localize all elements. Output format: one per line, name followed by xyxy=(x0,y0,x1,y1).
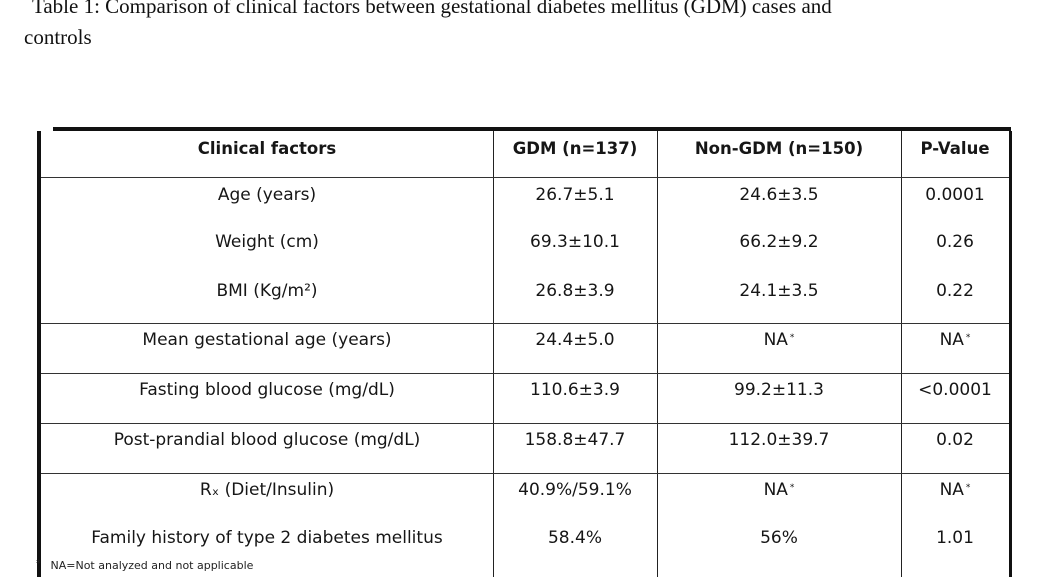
caption-line-1: Table 1: Comparison of clinical factors … xyxy=(32,0,832,18)
footnote-mark: * xyxy=(36,559,41,569)
row-non-gdm-value: 112.0±39.7 xyxy=(728,430,830,450)
row-gdm-value: 24.4±5.0 xyxy=(535,330,615,350)
na-asterisk: * xyxy=(965,333,971,343)
column-divider xyxy=(901,131,902,577)
row-gdm-value: 40.9%/59.1% xyxy=(518,480,632,500)
na-asterisk: * xyxy=(789,483,795,493)
row-non-gdm-value: 66.2±9.2 xyxy=(739,232,819,252)
row-p-value: 0.22 xyxy=(936,281,974,301)
na-text: NA xyxy=(763,480,788,500)
table-right-border xyxy=(1009,131,1012,577)
row-non-gdm-value: NA * xyxy=(657,323,901,357)
row-gdm-value: 110.6±3.9 xyxy=(530,380,620,400)
row-divider xyxy=(41,473,1009,474)
row-non-gdm-value: 24.6±3.5 xyxy=(739,185,819,205)
row-factor: BMI (Kg/m²) xyxy=(216,281,318,301)
row-non-gdm-value: 56% xyxy=(760,528,798,548)
row-gdm-value: 26.7±5.1 xyxy=(535,185,615,205)
caption-line-2: controls xyxy=(24,25,92,49)
row-p-value: 1.01 xyxy=(936,528,974,548)
row-gdm-value: 26.8±3.9 xyxy=(535,281,615,301)
row-non-gdm-value: 99.2±11.3 xyxy=(734,380,824,400)
row-p-value: NA * xyxy=(901,473,1009,507)
row-gdm-value: 69.3±10.1 xyxy=(530,232,620,252)
table-left-border xyxy=(37,131,41,577)
row-p-value: 0.02 xyxy=(936,430,974,450)
row-divider xyxy=(41,323,1009,324)
row-gdm-value: 158.8±47.7 xyxy=(524,430,626,450)
header-p-value: P-Value xyxy=(920,138,990,158)
row-p-value: NA * xyxy=(901,323,1009,357)
row-divider xyxy=(41,373,1009,374)
na-asterisk: * xyxy=(789,333,795,343)
row-factor: Rₓ (Diet/Insulin) xyxy=(199,480,335,500)
na-text: NA xyxy=(763,330,788,350)
row-non-gdm-value: NA * xyxy=(657,473,901,507)
row-factor: Family history of type 2 diabetes mellit… xyxy=(91,528,443,548)
column-divider xyxy=(657,131,658,577)
table-footnote: * NA=Not analyzed and not applicable xyxy=(36,559,253,572)
row-factor: Fasting blood glucose (mg/dL) xyxy=(139,380,395,400)
footnote-text: NA=Not analyzed and not applicable xyxy=(50,559,254,572)
row-p-value: 0.26 xyxy=(936,232,974,252)
header-non-gdm: Non-GDM (n=150) xyxy=(694,138,864,158)
row-factor: Post-prandial blood glucose (mg/dL) xyxy=(113,430,421,450)
na-text: NA xyxy=(939,480,964,500)
row-non-gdm-value: 24.1±3.5 xyxy=(739,281,819,301)
row-gdm-value: 58.4% xyxy=(547,528,602,548)
row-factor: Weight (cm) xyxy=(215,232,319,252)
column-divider xyxy=(493,131,494,577)
table-caption: Table 1: Comparison of clinical factors … xyxy=(24,0,1034,53)
na-asterisk: * xyxy=(965,483,971,493)
row-factor: Age (years) xyxy=(217,185,317,205)
row-factor: Mean gestational age (years) xyxy=(142,330,392,350)
header-gdm: GDM (n=137) xyxy=(512,138,638,158)
header-clinical-factors: Clinical factors xyxy=(197,138,337,158)
table-top-border xyxy=(53,127,1011,131)
row-p-value: <0.0001 xyxy=(918,380,992,400)
row-divider xyxy=(41,177,1009,178)
na-text: NA xyxy=(939,330,964,350)
row-p-value: 0.0001 xyxy=(925,185,985,205)
row-divider xyxy=(41,423,1009,424)
